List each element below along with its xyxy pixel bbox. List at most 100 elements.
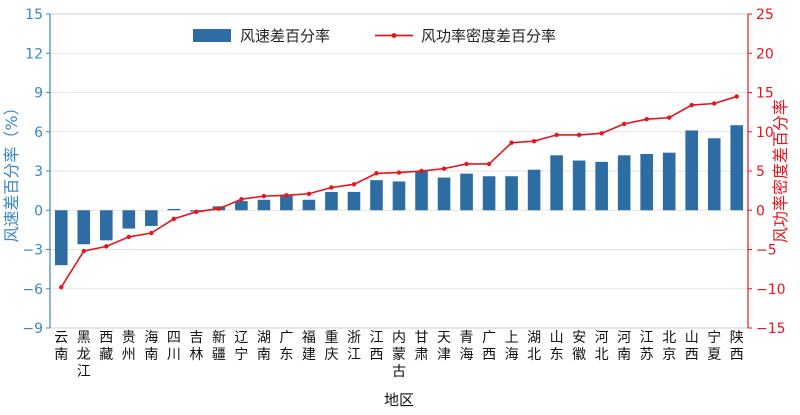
x-tick-label: 河南 <box>617 330 631 363</box>
left-tick-label: −6 <box>22 282 43 298</box>
bar-24 <box>595 161 608 211</box>
line-point-11 <box>306 191 312 196</box>
line-point-24 <box>599 131 604 136</box>
right-tick-label: −10 <box>756 282 786 298</box>
bar-0 <box>54 210 68 266</box>
line-point-28 <box>689 102 694 108</box>
line-point-14 <box>374 171 379 176</box>
x-tick-label: 河北 <box>595 330 609 363</box>
bar-16 <box>415 171 428 211</box>
right-tick-label: −5 <box>756 243 777 259</box>
bar-9 <box>257 199 271 211</box>
x-tick-label: 广西 <box>482 330 496 363</box>
bar-13 <box>347 191 361 211</box>
line-point-23 <box>576 132 582 138</box>
x-tick-label: 甘肃 <box>415 330 429 363</box>
right-tick-label: 20 <box>756 46 774 62</box>
left-tick-label: 0 <box>34 203 43 219</box>
x-tick-label: 海南 <box>144 330 158 363</box>
left-tick-label: −3 <box>22 243 43 259</box>
left-tick-label: 15 <box>25 7 43 23</box>
x-tick-label: 吉林 <box>189 330 203 363</box>
bar-8 <box>235 201 248 211</box>
left-axis-title: 风速差百分率（%） <box>2 99 21 242</box>
x-tick-label: 内蒙古 <box>392 330 406 380</box>
x-tick-label: 黑龙江 <box>77 330 91 380</box>
x-tick-label: 江西 <box>369 330 383 363</box>
line-point-15 <box>396 170 402 175</box>
bar-29 <box>707 138 721 211</box>
line-point-25 <box>621 121 627 127</box>
bar-19 <box>482 176 496 211</box>
legend-bar-swatch <box>193 29 231 42</box>
x-tick-label: 北京 <box>662 330 676 363</box>
bar-3 <box>122 210 136 229</box>
line-point-16 <box>419 168 424 174</box>
legend-line-label: 风功率密度差百分率 <box>421 27 556 45</box>
x-tick-label: 陕西 <box>730 330 744 363</box>
line-point-29 <box>712 101 717 106</box>
right-axis-title: 风功率密度差百分率 <box>771 99 790 243</box>
line-point-30 <box>734 94 739 99</box>
bar-25 <box>617 155 631 211</box>
x-tick-label: 云南 <box>54 330 68 363</box>
line-point-20 <box>509 140 514 145</box>
bar-1 <box>77 210 91 245</box>
line-point-10 <box>284 193 289 198</box>
x-tick-label: 福建 <box>302 330 316 363</box>
bar-10 <box>280 194 293 211</box>
right-tick-label: 10 <box>756 125 774 141</box>
bar-30 <box>730 125 744 211</box>
x-tick-label: 辽宁 <box>234 330 248 363</box>
x-tick-label: 上海 <box>505 330 519 363</box>
x-tick-label: 宁夏 <box>707 329 721 363</box>
x-tick-label: 湖南 <box>257 330 271 363</box>
line-point-22 <box>554 132 559 138</box>
bar-17 <box>437 177 451 211</box>
line-point-19 <box>486 161 492 167</box>
bar-28 <box>685 130 699 211</box>
line-point-26 <box>644 116 649 122</box>
bar-5 <box>167 208 181 211</box>
x-tick-label: 青海 <box>460 330 474 363</box>
left-tick-label: 3 <box>34 164 43 180</box>
line-point-9 <box>261 193 267 199</box>
bar-14 <box>370 180 383 211</box>
x-axis-title: 地区 <box>384 391 414 409</box>
line-point-5 <box>171 216 177 222</box>
bar-23 <box>572 160 586 211</box>
line-point-18 <box>464 161 469 167</box>
x-tick-label: 天津 <box>437 330 451 363</box>
x-tick-label: 浙江 <box>347 330 361 363</box>
x-tick-label: 广东 <box>279 330 293 363</box>
legend-bar-label: 风速差百分率 <box>240 27 330 45</box>
x-tick-label: 新疆 <box>212 330 226 363</box>
line-point-6 <box>194 209 199 215</box>
x-tick-label: 安徽 <box>572 330 586 363</box>
line-point-17 <box>441 166 447 171</box>
x-tick-label: 山东 <box>550 330 564 363</box>
bar-26 <box>640 153 653 211</box>
line-point-1 <box>81 248 86 254</box>
bar-12 <box>325 191 338 211</box>
x-tick-label: 贵州 <box>122 330 136 363</box>
x-tick-label: 四川 <box>167 330 181 363</box>
line-point-0 <box>59 284 64 290</box>
x-tick-label: 山西 <box>685 330 699 363</box>
bar-20 <box>505 176 518 211</box>
line-point-27 <box>666 115 672 120</box>
left-tick-label: 9 <box>34 86 43 102</box>
line-point-8 <box>239 197 244 202</box>
line-point-7 <box>216 206 222 211</box>
bar-18 <box>460 173 473 211</box>
bar-27 <box>662 152 676 211</box>
x-tick-label: 湖北 <box>527 330 541 363</box>
line-point-13 <box>351 182 357 187</box>
right-tick-label: 0 <box>756 203 765 219</box>
right-tick-label: 15 <box>756 86 774 102</box>
line-point-21 <box>531 138 537 144</box>
x-tick-label: 西藏 <box>99 330 113 363</box>
right-tick-label: 25 <box>756 7 774 23</box>
bar-22 <box>550 155 563 211</box>
